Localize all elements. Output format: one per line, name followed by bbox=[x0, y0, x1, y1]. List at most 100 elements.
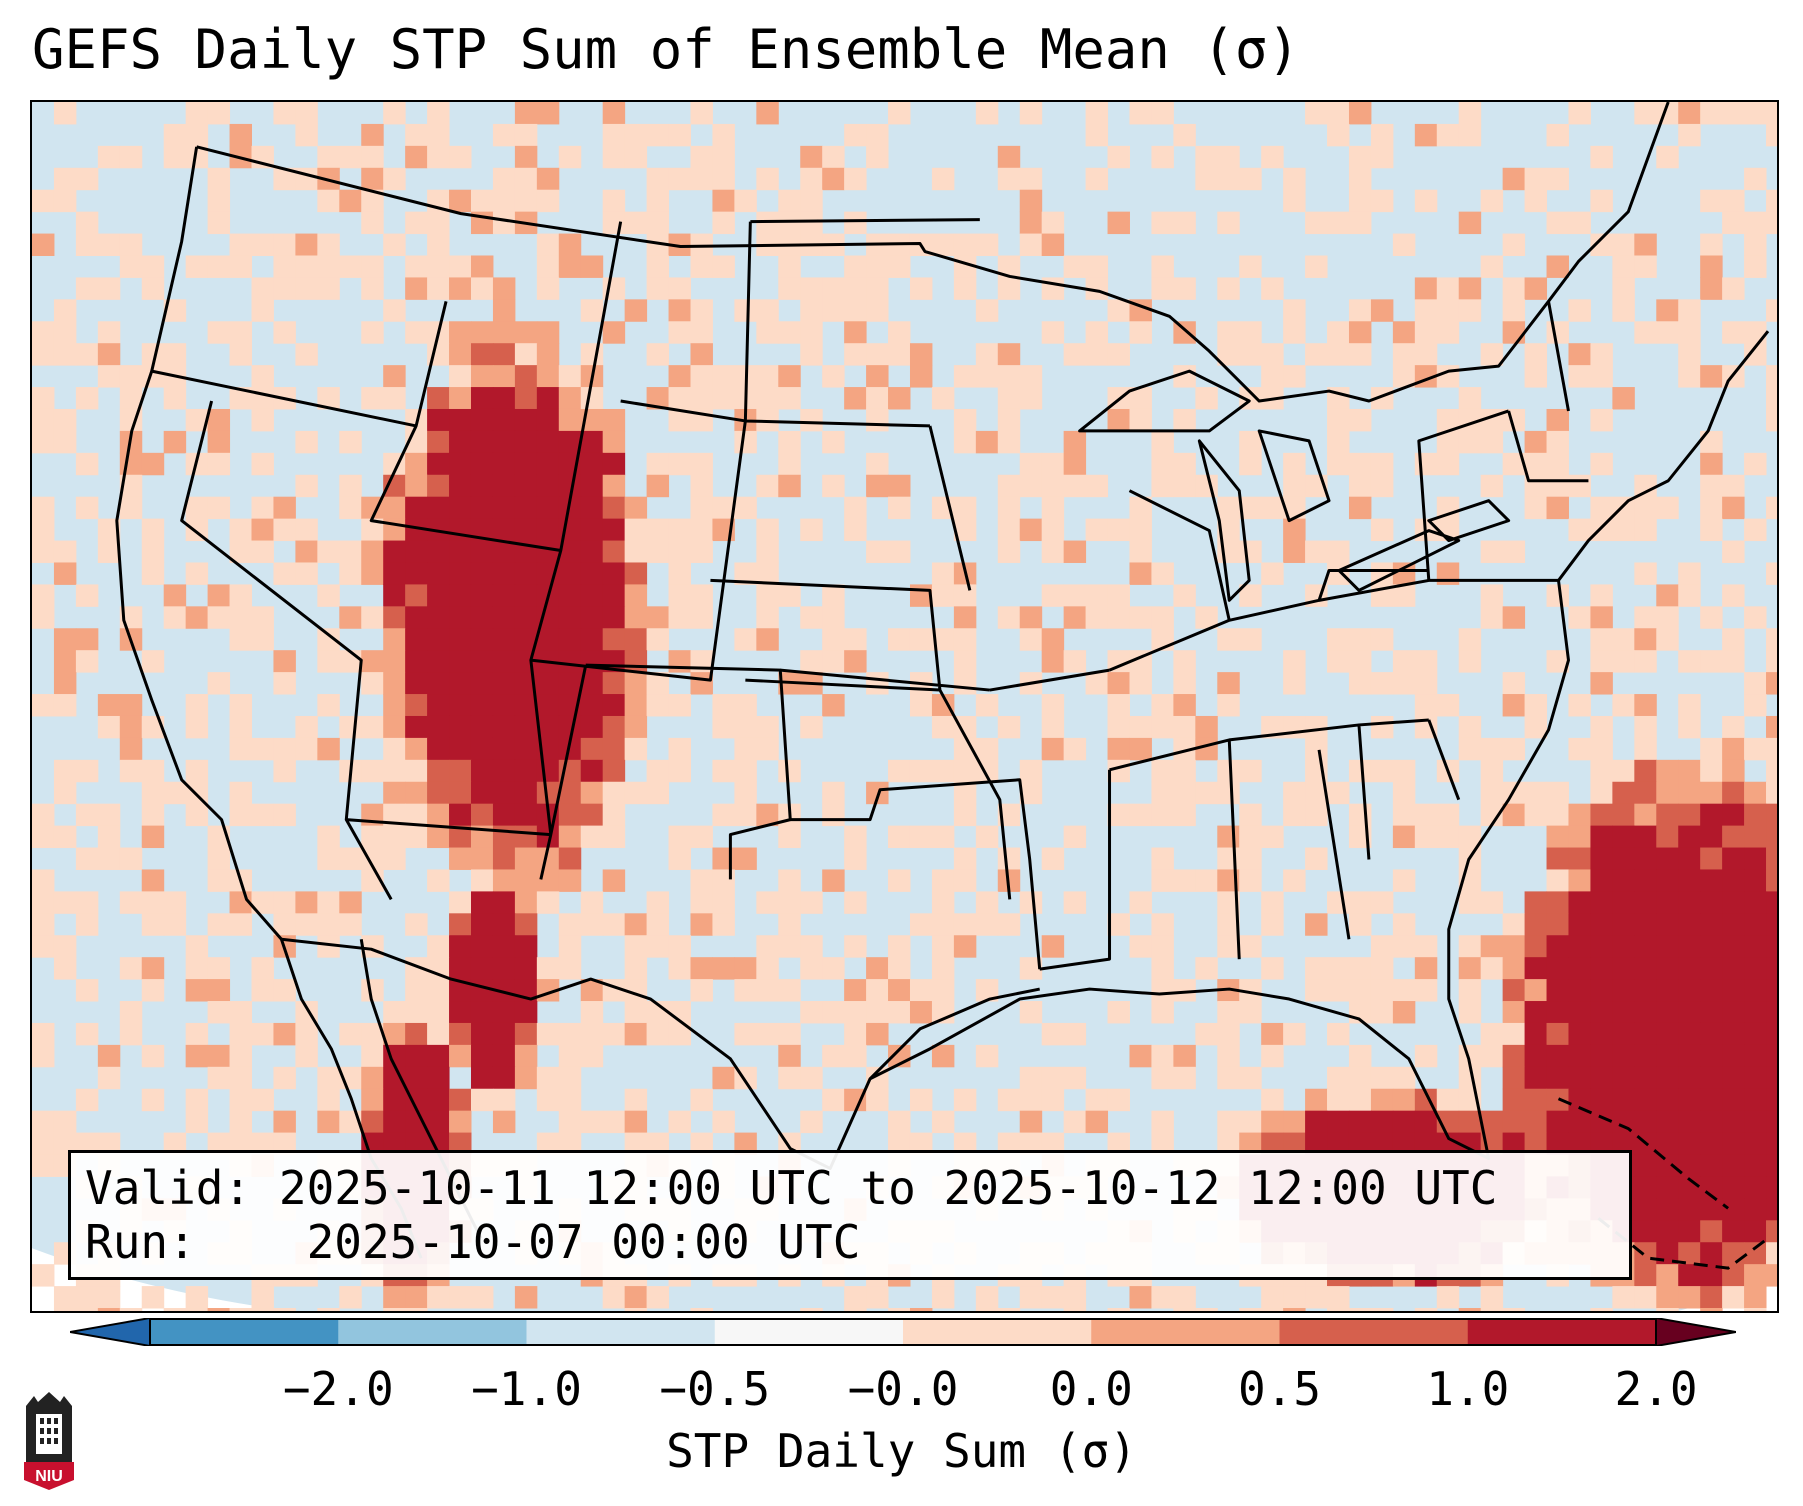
stp-cell bbox=[471, 913, 493, 935]
stp-cell bbox=[515, 1023, 537, 1045]
stp-cell bbox=[1678, 826, 1700, 848]
stp-cell bbox=[603, 1023, 625, 1045]
stp-cell bbox=[998, 913, 1020, 935]
stp-cell bbox=[1283, 869, 1305, 891]
stp-cell bbox=[1349, 343, 1371, 365]
stp-cell bbox=[756, 299, 778, 321]
stp-cell bbox=[625, 1023, 647, 1045]
stp-cell bbox=[1327, 628, 1349, 650]
stp-cell bbox=[251, 979, 273, 1001]
stp-cell bbox=[976, 102, 998, 124]
stp-cell bbox=[932, 584, 954, 606]
stp-cell bbox=[405, 255, 427, 277]
stp-cell bbox=[1612, 1089, 1634, 1111]
stp-cell bbox=[800, 891, 822, 913]
stp-cell bbox=[1086, 102, 1108, 124]
stp-cell bbox=[954, 497, 976, 519]
stp-cell bbox=[449, 541, 471, 563]
stp-cell bbox=[1656, 321, 1678, 343]
stp-cell bbox=[647, 277, 669, 299]
stp-cell bbox=[186, 562, 208, 584]
stp-cell bbox=[32, 1264, 54, 1286]
stp-cell bbox=[32, 913, 54, 935]
stp-cell bbox=[427, 277, 449, 299]
stp-cell bbox=[1766, 1133, 1777, 1155]
stp-cell bbox=[1437, 826, 1459, 848]
stp-cell bbox=[1678, 782, 1700, 804]
stp-cell bbox=[317, 146, 339, 168]
stp-cell bbox=[1700, 1308, 1722, 1311]
stp-cell bbox=[1371, 935, 1393, 957]
stp-cell bbox=[471, 1286, 493, 1308]
stp-cell bbox=[1634, 804, 1656, 826]
stp-cell bbox=[186, 606, 208, 628]
stp-cell bbox=[1239, 453, 1261, 475]
stp-cell bbox=[844, 343, 866, 365]
stp-cell bbox=[1590, 913, 1612, 935]
stp-cell bbox=[1151, 562, 1173, 584]
stp-cell bbox=[427, 935, 449, 957]
stp-cell bbox=[822, 431, 844, 453]
stp-cell bbox=[1656, 913, 1678, 935]
stp-cell bbox=[427, 102, 449, 124]
stp-cell bbox=[1656, 497, 1678, 519]
stp-cell bbox=[1525, 277, 1547, 299]
stp-cell bbox=[1371, 716, 1393, 738]
stp-cell bbox=[1283, 1286, 1305, 1308]
stp-cell bbox=[142, 255, 164, 277]
stp-cell bbox=[1612, 979, 1634, 1001]
stp-cell bbox=[1722, 1111, 1744, 1133]
map-panel[interactable] bbox=[30, 100, 1779, 1313]
colorbar-extend-low bbox=[70, 1318, 150, 1346]
stp-cell bbox=[1612, 234, 1634, 256]
stp-cell bbox=[1700, 957, 1722, 979]
stp-cell bbox=[1503, 804, 1525, 826]
stp-cell bbox=[405, 1286, 427, 1308]
stp-cell bbox=[208, 606, 230, 628]
stp-cell bbox=[493, 124, 515, 146]
stp-cell bbox=[1766, 1067, 1777, 1089]
stp-cell bbox=[449, 738, 471, 760]
stp-cell bbox=[559, 562, 581, 584]
stp-cell bbox=[647, 891, 669, 913]
stp-cell bbox=[186, 935, 208, 957]
stp-cell bbox=[888, 497, 910, 519]
stp-cell bbox=[54, 1111, 76, 1133]
stp-cell bbox=[537, 519, 559, 541]
stp-cell bbox=[98, 1045, 120, 1067]
valid-text: 2025-10-11 12:00 UTC to 2025-10-12 12:00… bbox=[279, 1161, 1498, 1215]
stp-cell bbox=[1371, 760, 1393, 782]
stp-cell bbox=[405, 782, 427, 804]
stp-cell bbox=[449, 650, 471, 672]
stp-cell bbox=[603, 782, 625, 804]
stp-cell bbox=[339, 913, 361, 935]
stp-cell bbox=[800, 1111, 822, 1133]
stp-cell bbox=[383, 168, 405, 190]
stp-cell bbox=[273, 562, 295, 584]
stp-cell bbox=[1722, 1001, 1744, 1023]
stp-cell bbox=[1656, 869, 1678, 891]
stp-cell bbox=[537, 1067, 559, 1089]
stp-cell bbox=[1547, 124, 1569, 146]
stp-cell bbox=[1151, 716, 1173, 738]
stp-cell bbox=[1239, 255, 1261, 277]
stp-cell bbox=[1371, 519, 1393, 541]
stp-cell bbox=[273, 760, 295, 782]
stp-cell bbox=[822, 628, 844, 650]
stp-cell bbox=[1744, 212, 1766, 234]
stp-cell bbox=[866, 343, 888, 365]
stp-cell bbox=[756, 168, 778, 190]
stp-cell bbox=[1656, 1220, 1678, 1242]
stp-cell bbox=[1700, 1242, 1722, 1264]
stp-cell bbox=[1481, 541, 1503, 563]
stp-cell bbox=[405, 913, 427, 935]
stp-cell bbox=[581, 891, 603, 913]
stp-cell bbox=[1217, 1023, 1239, 1045]
stp-cell bbox=[1020, 453, 1042, 475]
stp-cell bbox=[1525, 1023, 1547, 1045]
stp-cell bbox=[1590, 738, 1612, 760]
stp-cell bbox=[1590, 606, 1612, 628]
stp-cell bbox=[537, 497, 559, 519]
stp-cell bbox=[647, 168, 669, 190]
stp-cell bbox=[1393, 321, 1415, 343]
